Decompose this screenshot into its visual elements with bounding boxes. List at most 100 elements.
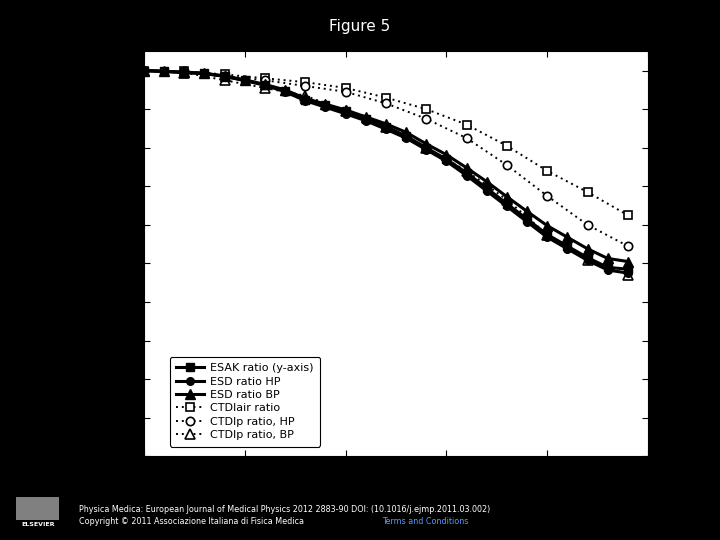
ESAK ratio (y-axis) (140, 68, 148, 74)
ESD ratio BP (281, 86, 289, 93)
ESD ratio BP (240, 77, 249, 83)
CTDIp ratio, HP (261, 77, 269, 84)
CTDIair ratio (180, 68, 189, 75)
ESD ratio BP (482, 178, 491, 185)
CTDIair ratio (503, 143, 511, 149)
CTDIp ratio, BP (301, 92, 310, 99)
CTDIp ratio, BP (503, 197, 511, 203)
ESD ratio HP (523, 219, 531, 225)
CTDIp ratio, HP (220, 73, 229, 79)
Text: ELSEVIER: ELSEVIER (21, 522, 55, 527)
ESD ratio BP (583, 246, 592, 252)
Line: ESD ratio HP: ESD ratio HP (140, 67, 631, 277)
ESD ratio HP (301, 97, 310, 104)
ESD ratio BP (402, 129, 410, 136)
Text: Terms and Conditions: Terms and Conditions (382, 517, 468, 526)
CTDIair ratio (543, 167, 552, 174)
CTDIp ratio, HP (180, 68, 189, 75)
ESAK ratio (y-axis) (301, 96, 310, 103)
ESD ratio HP (563, 246, 572, 252)
ESD ratio BP (140, 68, 148, 74)
ESD ratio BP (160, 68, 168, 75)
CTDIp ratio, HP (301, 83, 310, 89)
ESD ratio HP (341, 111, 350, 117)
ESD ratio HP (361, 118, 370, 124)
CTDIair ratio (422, 106, 431, 112)
ESAK ratio (y-axis) (624, 266, 632, 273)
CTDIp ratio, HP (543, 193, 552, 199)
CTDIair ratio (261, 75, 269, 82)
Y-axis label: Relative ESAK, ESD, CTDIair & CTDIp: Relative ESAK, ESD, CTDIair & CTDIp (101, 145, 114, 362)
CTDIair ratio (462, 122, 471, 128)
ESD ratio BP (180, 69, 189, 76)
ESD ratio HP (200, 70, 209, 77)
CTDIp ratio, HP (624, 243, 632, 249)
CTDIp ratio, BP (220, 77, 229, 84)
CTDIair ratio (624, 212, 632, 219)
ESD ratio HP (624, 270, 632, 276)
Line: CTDIp ratio, BP: CTDIp ratio, BP (139, 66, 633, 280)
ESD ratio BP (321, 101, 330, 107)
CTDIp ratio, BP (462, 167, 471, 174)
ESAK ratio (y-axis) (281, 87, 289, 94)
ESD ratio HP (543, 234, 552, 240)
ESAK ratio (y-axis) (543, 231, 552, 238)
ESD ratio HP (583, 257, 592, 264)
CTDIp ratio, BP (422, 145, 431, 151)
ESAK ratio (y-axis) (462, 170, 471, 176)
ESD ratio HP (482, 188, 491, 194)
ESAK ratio (y-axis) (382, 123, 390, 130)
ESD ratio BP (462, 165, 471, 171)
CTDIp ratio, BP (583, 256, 592, 263)
ESD ratio BP (624, 258, 632, 265)
ESD ratio HP (382, 126, 390, 132)
ESD ratio BP (301, 95, 310, 102)
CTDIair ratio (220, 71, 229, 78)
CTDIp ratio, BP (140, 68, 148, 74)
ESAK ratio (y-axis) (442, 156, 451, 163)
CTDIp ratio, HP (341, 89, 350, 95)
ESD ratio BP (563, 234, 572, 240)
ESAK ratio (y-axis) (422, 145, 431, 151)
ESD ratio HP (422, 146, 431, 153)
CTDIp ratio, HP (462, 135, 471, 141)
ESAK ratio (y-axis) (261, 82, 269, 88)
ESD ratio BP (442, 151, 451, 158)
CTDIp ratio, BP (624, 272, 632, 278)
ESD ratio BP (382, 120, 390, 127)
CTDIp ratio, HP (382, 100, 390, 106)
X-axis label: Offset from gantry isocenter (cm): Offset from gantry isocenter (cm) (284, 480, 508, 492)
ESAK ratio (y-axis) (603, 264, 612, 271)
ESD ratio HP (140, 68, 148, 74)
Bar (16, 497, 60, 521)
ESD ratio HP (442, 158, 451, 165)
CTDIp ratio, HP (422, 116, 431, 122)
CTDIp ratio, BP (341, 108, 350, 114)
ESAK ratio (y-axis) (482, 185, 491, 192)
ESAK ratio (y-axis) (523, 216, 531, 222)
ESD ratio HP (503, 203, 511, 210)
ESD ratio HP (240, 77, 249, 84)
CTDIp ratio, BP (543, 231, 552, 238)
Line: CTDIair ratio: CTDIair ratio (140, 66, 632, 219)
CTDIp ratio, HP (583, 221, 592, 228)
ESD ratio BP (503, 193, 511, 200)
CTDIp ratio, HP (503, 162, 511, 168)
ESD ratio BP (361, 113, 370, 120)
Line: CTDIp ratio, HP: CTDIp ratio, HP (140, 66, 632, 250)
ESAK ratio (y-axis) (180, 69, 189, 76)
ESD ratio BP (220, 73, 229, 79)
ESD ratio BP (200, 70, 209, 77)
ESAK ratio (y-axis) (503, 200, 511, 207)
CTDIp ratio, BP (261, 85, 269, 91)
ESD ratio HP (321, 104, 330, 111)
ESAK ratio (y-axis) (200, 70, 209, 77)
ESD ratio BP (261, 81, 269, 87)
ESD ratio HP (160, 68, 168, 75)
ESAK ratio (y-axis) (220, 73, 229, 79)
ESAK ratio (y-axis) (361, 116, 370, 122)
ESD ratio HP (220, 73, 229, 79)
ESAK ratio (y-axis) (563, 243, 572, 249)
ESD ratio BP (543, 222, 552, 229)
ESD ratio HP (603, 267, 612, 273)
